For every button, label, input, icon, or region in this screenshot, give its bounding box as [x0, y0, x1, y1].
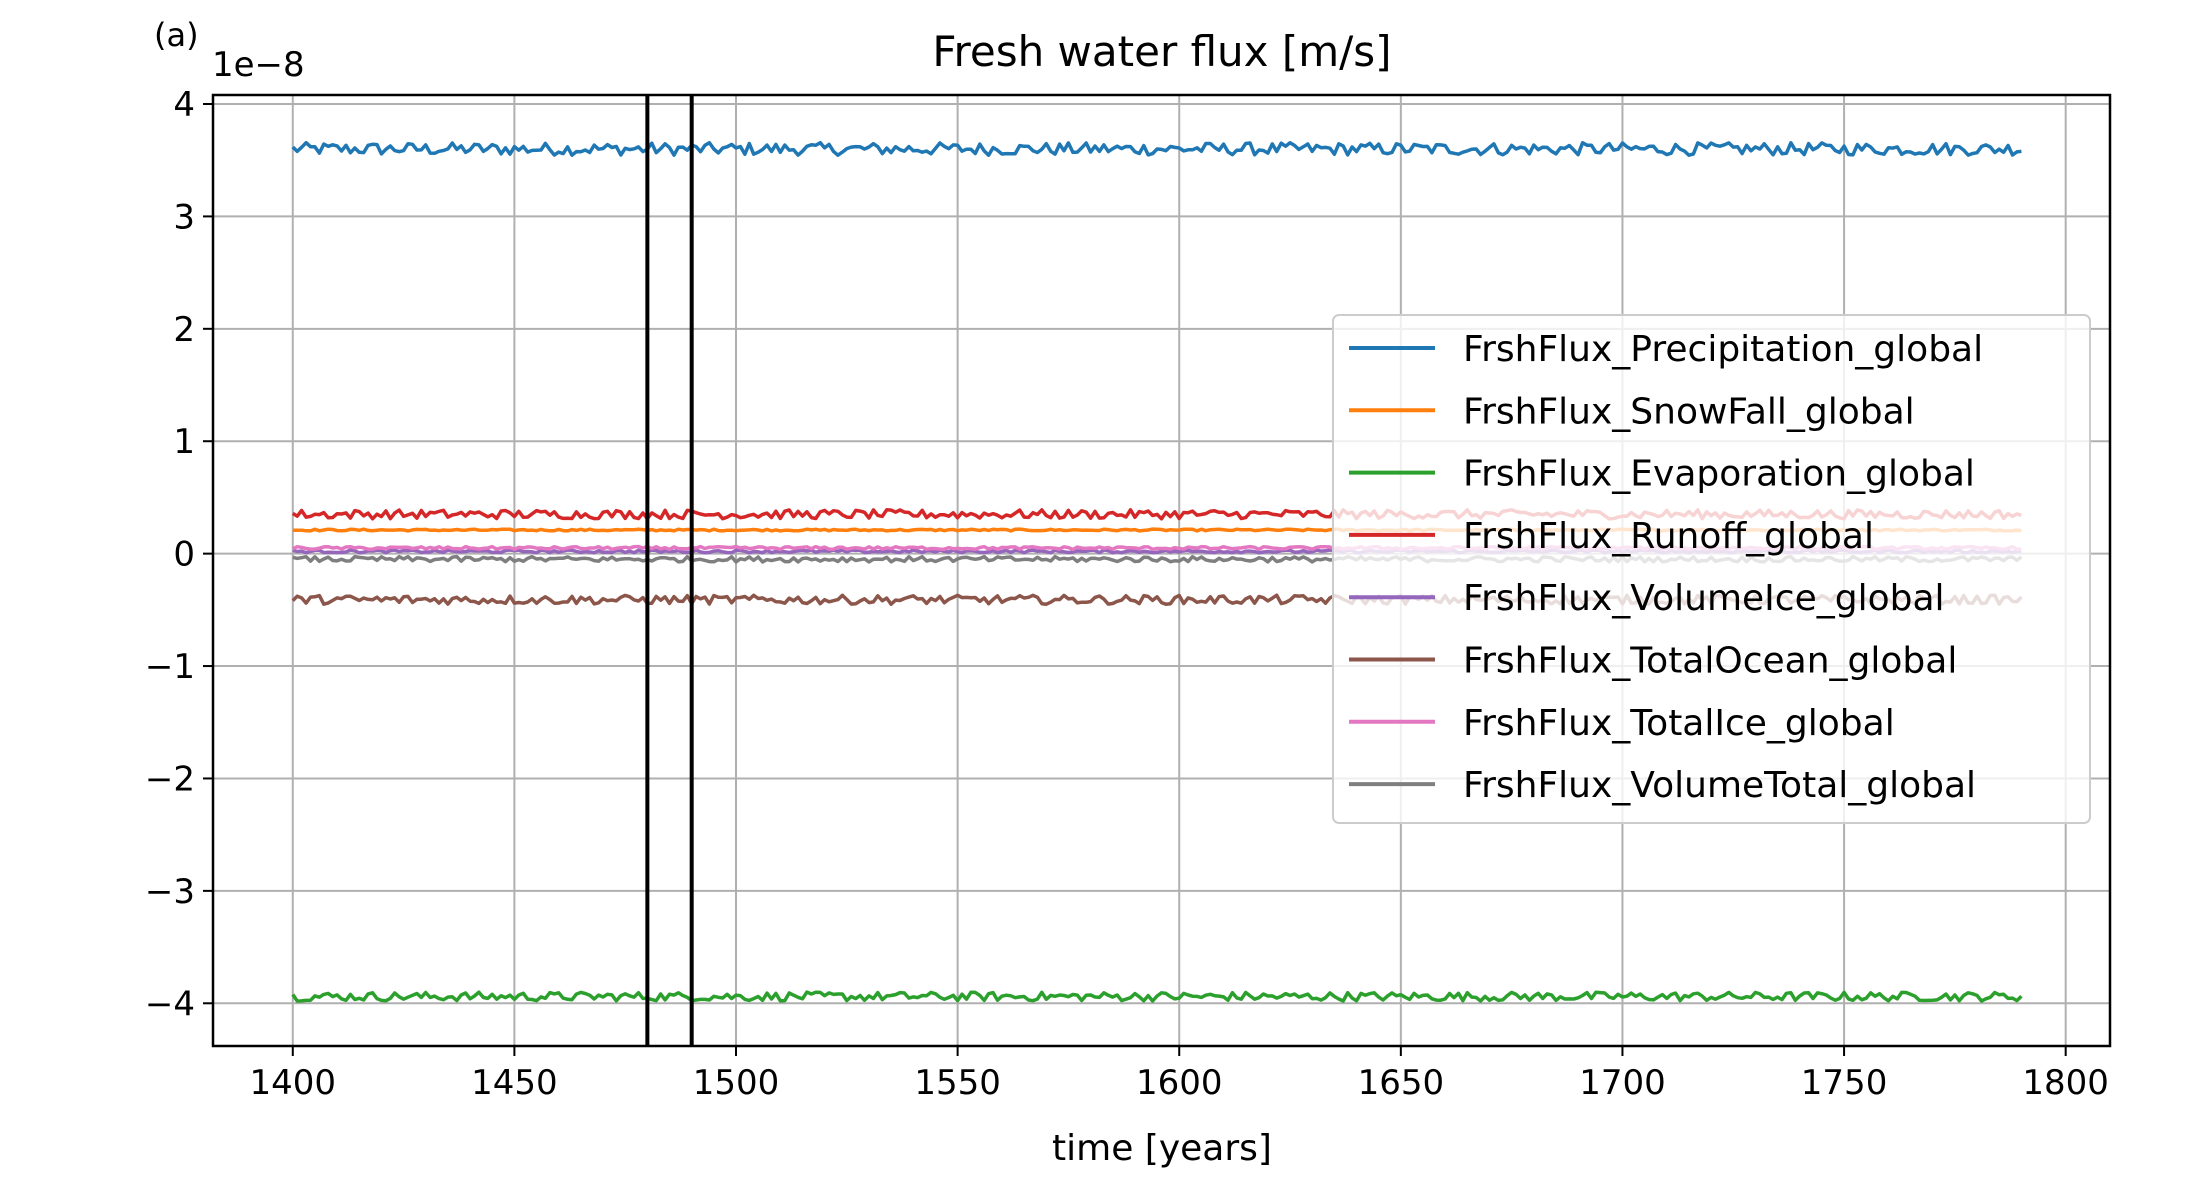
vertical-markers	[645, 95, 694, 1046]
plot-frame	[211, 93, 2112, 1048]
legend-entry-label: FrshFlux_Runoff_global	[1463, 516, 1874, 557]
legend-entry-label: FrshFlux_Evaporation_global	[1463, 454, 1975, 495]
legend-entry-label: FrshFlux_SnowFall_global	[1463, 391, 1915, 432]
series-line	[291, 140, 2022, 157]
x-tick-label: 1550	[914, 1063, 1001, 1103]
x-axis-label: time [years]	[1052, 1128, 1272, 1169]
x-tick-label: 1700	[1579, 1063, 1666, 1103]
y-tick-label: −4	[145, 984, 195, 1024]
legend-entry-label: FrshFlux_TotalIce_global	[1463, 703, 1895, 744]
panel-label: (a)	[154, 16, 199, 54]
legend-entry-label: FrshFlux_VolumeTotal_global	[1463, 765, 1976, 806]
axis-ticks: 1400 1450 1500 1550 1600 1650 1700 1750 1800 4 3 2 1…	[145, 85, 2109, 1103]
x-tick-label: 1750	[1801, 1063, 1888, 1103]
legend-box	[1332, 314, 2091, 824]
x-tick-label: 1600	[1136, 1063, 1223, 1103]
series-line	[291, 990, 2023, 1003]
y-tick-label: −1	[145, 647, 195, 687]
y-tick-label: 2	[173, 310, 195, 350]
chart-title: Fresh water flux [m/s]	[932, 27, 1391, 76]
x-tick-label: 1650	[1358, 1063, 1445, 1103]
x-tick-label: 1450	[471, 1063, 558, 1103]
y-tick-label: −3	[145, 872, 195, 912]
y-tick-label: −2	[145, 759, 195, 799]
y-offset-label: 1e−8	[212, 45, 305, 85]
y-tick-label: 1	[173, 422, 195, 462]
gridlines	[213, 95, 2110, 1046]
y-tick-label: 4	[173, 85, 195, 125]
legend-entry-label: FrshFlux_VolumeIce_global	[1463, 578, 1945, 619]
legend-entry-label: FrshFlux_TotalOcean_global	[1463, 641, 1957, 682]
y-tick-label: 3	[173, 197, 195, 237]
legend-entry-label: FrshFlux_Precipitation_global	[1463, 329, 1983, 370]
x-tick-label: 1800	[2022, 1063, 2109, 1103]
x-tick-label: 1400	[250, 1063, 337, 1103]
y-tick-label: 0	[173, 535, 195, 575]
x-tick-label: 1500	[693, 1063, 780, 1103]
legend: FrshFlux_Precipitation_global FrshFlux_Sn…	[1332, 314, 2091, 824]
